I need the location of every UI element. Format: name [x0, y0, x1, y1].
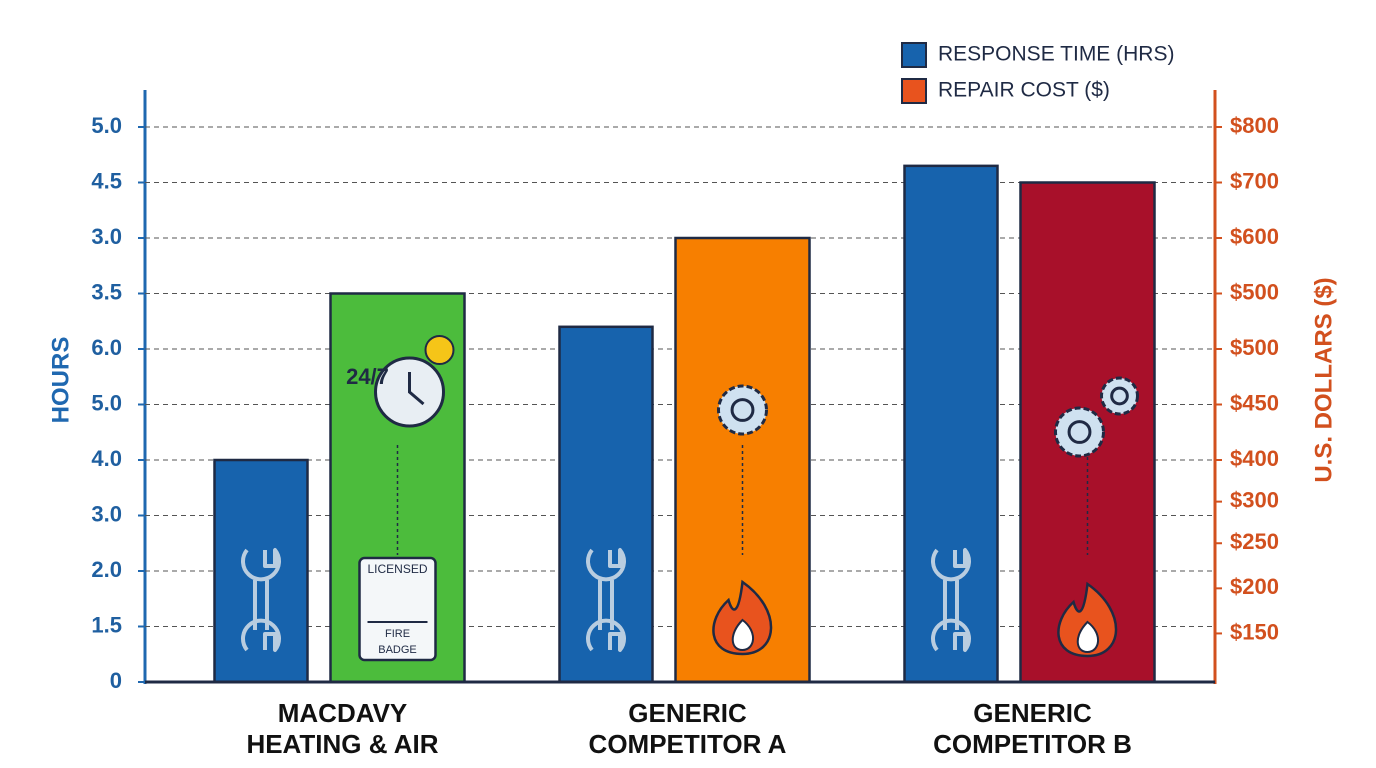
flame-core — [731, 618, 754, 652]
y2-axis-label: U.S. DOLLARS ($) — [1310, 277, 1337, 482]
y2-tick-label: $200 — [1230, 574, 1279, 599]
gear-icon — [1100, 376, 1139, 416]
gear-icon — [1054, 406, 1105, 458]
wrench-icon — [586, 548, 626, 652]
y-tick-label: 3.5 — [91, 279, 122, 304]
y-tick-label: 3.0 — [91, 224, 122, 249]
y-tick-label: 4.5 — [91, 168, 122, 193]
y2-tick-label: $700 — [1230, 168, 1279, 193]
flame-core — [1076, 620, 1099, 654]
legend-label: REPAIR COST ($) — [938, 79, 1110, 102]
bar — [903, 164, 999, 684]
y-tick-label: 3.0 — [91, 501, 122, 526]
x-tick-label: MACDAVY HEATING & AIR — [246, 698, 439, 759]
x-tick-label: GENERIC COMPETITOR B — [933, 698, 1132, 759]
gear-icon — [717, 384, 768, 436]
x-tick-label: GENERIC COMPETITOR A — [588, 698, 787, 759]
flame-icon — [712, 579, 773, 656]
legend-label: RESPONSE TIME (HRS) — [938, 43, 1174, 66]
gear-hole — [730, 398, 755, 422]
y-tick-label: 4.0 — [91, 446, 122, 471]
y-tick-label: 6.0 — [91, 335, 122, 360]
bar — [558, 325, 654, 684]
moon-icon — [424, 335, 455, 365]
y2-tick-label: $450 — [1230, 390, 1279, 415]
y2-tick-label: $500 — [1230, 279, 1279, 304]
y-tick-label: 0 — [110, 668, 122, 693]
y-axis-label: HOURS — [47, 337, 74, 424]
y-tick-label: 2.0 — [91, 557, 122, 582]
clock-hands — [408, 372, 425, 406]
y2-tick-label: $300 — [1230, 487, 1279, 512]
legend-swatch — [901, 78, 927, 104]
annotation: FIRE — [385, 628, 410, 640]
y2-tick-label: $150 — [1230, 619, 1279, 644]
y2-tick-label: $500 — [1230, 335, 1279, 360]
y2-tick-label: $250 — [1230, 529, 1279, 554]
legend-swatch — [901, 42, 927, 68]
y-tick-label: 1.5 — [91, 612, 122, 637]
y-tick-label: 5.0 — [91, 113, 122, 138]
y2-tick-label: $400 — [1230, 446, 1279, 471]
bar — [213, 458, 309, 684]
annotation: LICENSED — [367, 562, 427, 576]
wrench-icon — [931, 548, 971, 652]
badge — [358, 556, 437, 662]
y2-tick-label: $600 — [1230, 224, 1279, 249]
annotation: 24/7 — [346, 364, 389, 389]
wrench-icon — [241, 548, 281, 652]
annotation: BADGE — [378, 644, 417, 656]
gear-hole — [1110, 386, 1129, 406]
gear-hole — [1067, 420, 1092, 444]
y-tick-label: 5.0 — [91, 390, 122, 415]
flame-icon — [1057, 581, 1118, 658]
y2-tick-label: $800 — [1230, 113, 1279, 138]
